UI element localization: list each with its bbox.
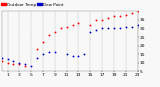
Point — [36, 48, 38, 50]
Point — [101, 28, 103, 29]
Point — [0, 60, 3, 62]
Point — [0, 57, 3, 58]
Point — [36, 57, 38, 58]
Point — [60, 28, 62, 29]
Point — [89, 24, 92, 26]
Point — [48, 52, 50, 53]
Point — [42, 41, 44, 43]
Point — [107, 17, 109, 19]
Point — [24, 64, 27, 65]
Point — [95, 29, 97, 31]
Point — [77, 55, 80, 57]
Point — [12, 64, 15, 65]
Point — [12, 60, 15, 62]
Point — [65, 26, 68, 27]
Point — [136, 11, 139, 12]
Point — [54, 31, 56, 33]
Point — [71, 55, 74, 57]
Point — [65, 54, 68, 55]
Point — [54, 52, 56, 53]
Point — [6, 59, 9, 60]
Point — [101, 19, 103, 21]
Point — [71, 24, 74, 26]
Point — [42, 54, 44, 55]
Point — [83, 54, 86, 55]
Point — [124, 26, 127, 27]
Point — [113, 28, 115, 29]
Point — [124, 14, 127, 15]
Point — [48, 35, 50, 36]
Point — [95, 19, 97, 21]
Point — [119, 28, 121, 29]
Point — [18, 62, 21, 63]
Point — [24, 66, 27, 67]
Point — [113, 16, 115, 17]
Point — [119, 16, 121, 17]
Point — [107, 28, 109, 29]
Point — [77, 23, 80, 24]
Point — [89, 31, 92, 33]
Point — [30, 66, 32, 67]
Point — [130, 26, 133, 27]
Point — [130, 12, 133, 14]
Point — [6, 62, 9, 63]
Point — [136, 24, 139, 26]
Point — [18, 64, 21, 65]
Legend: Outdoor Temp, Dew Point: Outdoor Temp, Dew Point — [1, 3, 64, 7]
